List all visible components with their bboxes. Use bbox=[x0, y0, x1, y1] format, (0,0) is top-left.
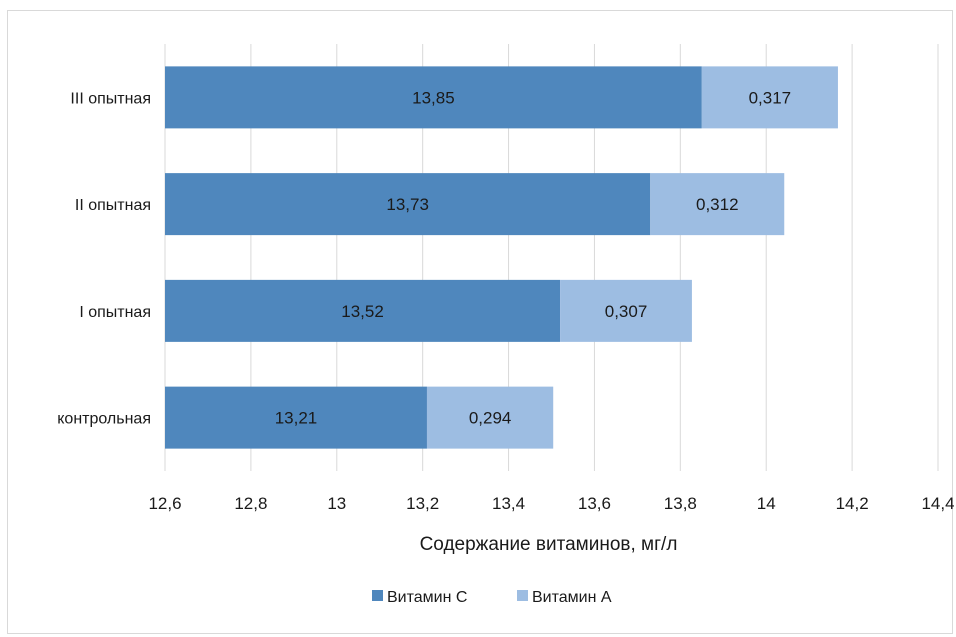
x-tick-label: 13 bbox=[327, 494, 346, 513]
data-label: 13,21 bbox=[275, 409, 318, 428]
legend: Витамин С Витамин А bbox=[372, 589, 612, 606]
legend-label: Витамин С bbox=[387, 589, 467, 606]
stacked-bar-chart: 13,21 0,294 13,52 0,307 13,73 0,312 13,85 0,317… bbox=[57, 44, 954, 606]
category-label: III опытная bbox=[70, 90, 151, 107]
x-axis-title: Содержание витаминов, мг/л bbox=[420, 534, 678, 555]
data-label: 0,307 bbox=[605, 302, 648, 321]
x-tick-label: 13,4 bbox=[492, 494, 525, 513]
x-tick-label: 13,2 bbox=[406, 494, 439, 513]
bars bbox=[165, 66, 838, 449]
data-label: 13,52 bbox=[341, 302, 384, 321]
x-tick-label: 14 bbox=[757, 494, 776, 513]
legend-swatch bbox=[372, 590, 383, 601]
x-tick-label: 14,2 bbox=[836, 494, 869, 513]
x-tick-label: 12,8 bbox=[234, 494, 267, 513]
bar-segment bbox=[165, 66, 702, 129]
legend-swatch bbox=[517, 590, 528, 601]
bar-segment bbox=[560, 279, 692, 342]
data-label: 0,312 bbox=[696, 195, 739, 214]
legend-label: Витамин А bbox=[532, 589, 612, 606]
bar-segment bbox=[165, 173, 651, 236]
bar-segment bbox=[165, 386, 427, 449]
data-label: 0,294 bbox=[469, 409, 512, 428]
data-labels: 13,21 0,294 13,52 0,307 13,73 0,312 13,85 0,317 bbox=[275, 88, 791, 427]
x-tick-label: 12,6 bbox=[148, 494, 181, 513]
x-tick-label: 13,8 bbox=[664, 494, 697, 513]
bar-segment bbox=[701, 66, 838, 129]
chart-frame: 13,21 0,294 13,52 0,307 13,73 0,312 13,85 0,317… bbox=[7, 10, 954, 634]
x-tick-labels: 12,6 12,8 13 13,2 13,4 13,6 13,8 14 14,2 14,4 bbox=[148, 494, 954, 513]
data-label: 13,73 bbox=[386, 195, 429, 214]
x-tick-label: 14,4 bbox=[921, 494, 954, 513]
bar-segment bbox=[165, 279, 561, 342]
category-label: II опытная bbox=[75, 197, 151, 214]
category-label: контрольная bbox=[57, 411, 151, 428]
x-tick-label: 13,6 bbox=[578, 494, 611, 513]
category-labels: контрольная I опытная II опытная III опытна… bbox=[57, 90, 151, 427]
data-label: 0,317 bbox=[749, 88, 792, 107]
bar-segment bbox=[426, 386, 554, 449]
category-label: I опытная bbox=[79, 304, 151, 321]
bar-segment bbox=[650, 173, 785, 236]
data-label: 13,85 bbox=[412, 88, 455, 107]
